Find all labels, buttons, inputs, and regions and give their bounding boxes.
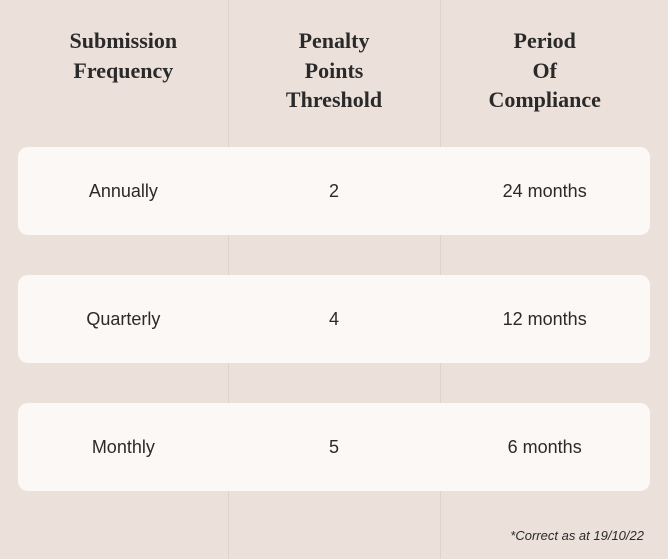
header-text: Submission [70,28,178,53]
header-text: Period [514,28,576,53]
cell-threshold: 4 [229,309,440,330]
header-text: Threshold [286,87,382,112]
footnote-text: *Correct as at 19/10/22 [510,528,644,543]
cell-compliance: 12 months [439,309,650,330]
header-text: Compliance [488,87,600,112]
header-submission-frequency: Submission Frequency [18,22,229,119]
header-text: Of [532,58,556,83]
cell-frequency: Quarterly [18,309,229,330]
cell-threshold: 5 [229,437,440,458]
header-text: Frequency [73,58,173,83]
table-header-row: Submission Frequency Penalty Points Thre… [18,22,650,119]
table-row: Quarterly 4 12 months [18,275,650,363]
cell-compliance: 24 months [439,181,650,202]
header-penalty-points-threshold: Penalty Points Threshold [229,22,440,119]
table-row: Monthly 5 6 months [18,403,650,491]
table-row: Annually 2 24 months [18,147,650,235]
header-period-of-compliance: Period Of Compliance [439,22,650,119]
cell-threshold: 2 [229,181,440,202]
cell-frequency: Monthly [18,437,229,458]
cell-frequency: Annually [18,181,229,202]
table-container: Submission Frequency Penalty Points Thre… [0,0,668,559]
header-text: Penalty [299,28,370,53]
header-text: Points [305,58,364,83]
cell-compliance: 6 months [439,437,650,458]
